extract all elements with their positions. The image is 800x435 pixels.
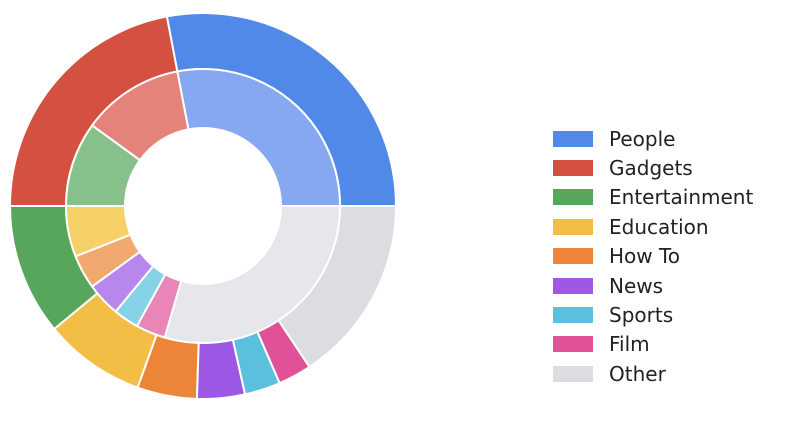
legend-swatch (553, 248, 593, 265)
legend-item-other: Other (553, 359, 753, 388)
legend-swatch (553, 189, 593, 206)
legend-swatch (553, 336, 593, 353)
legend-swatch (553, 160, 593, 177)
legend-label: Film (609, 332, 650, 357)
inner-slice-other (163, 205, 342, 344)
legend-item-film: Film (553, 330, 753, 359)
legend-swatch (553, 365, 593, 382)
legend-swatch (553, 307, 593, 324)
inner-slice-people (176, 68, 342, 207)
legend-swatch (553, 277, 593, 294)
legend-item-news: News (553, 271, 753, 300)
legend-item-gadgets: Gadgets (553, 153, 753, 182)
legend-item-people: People (553, 124, 753, 153)
legend-label: Sports (609, 303, 674, 328)
inner-ring (64, 68, 342, 344)
legend-swatch (553, 130, 593, 147)
legend-label: People (609, 126, 676, 151)
legend-label: Gadgets (609, 156, 693, 181)
legend-item-sports: Sports (553, 300, 753, 329)
nested-donut-chart (8, 12, 398, 400)
legend-item-how-to: How To (553, 242, 753, 271)
legend-label: Entertainment (609, 185, 754, 210)
legend-swatch (553, 218, 593, 235)
legend-label: Education (609, 214, 709, 239)
legend-label: How To (609, 244, 681, 269)
legend-label: News (609, 273, 664, 298)
legend-item-entertainment: Entertainment (553, 183, 753, 212)
legend: People Gadgets Entertainment Education How T… (553, 124, 753, 389)
legend-label: Other (609, 361, 666, 386)
outer-ring (8, 12, 398, 400)
legend-item-education: Education (553, 212, 753, 241)
